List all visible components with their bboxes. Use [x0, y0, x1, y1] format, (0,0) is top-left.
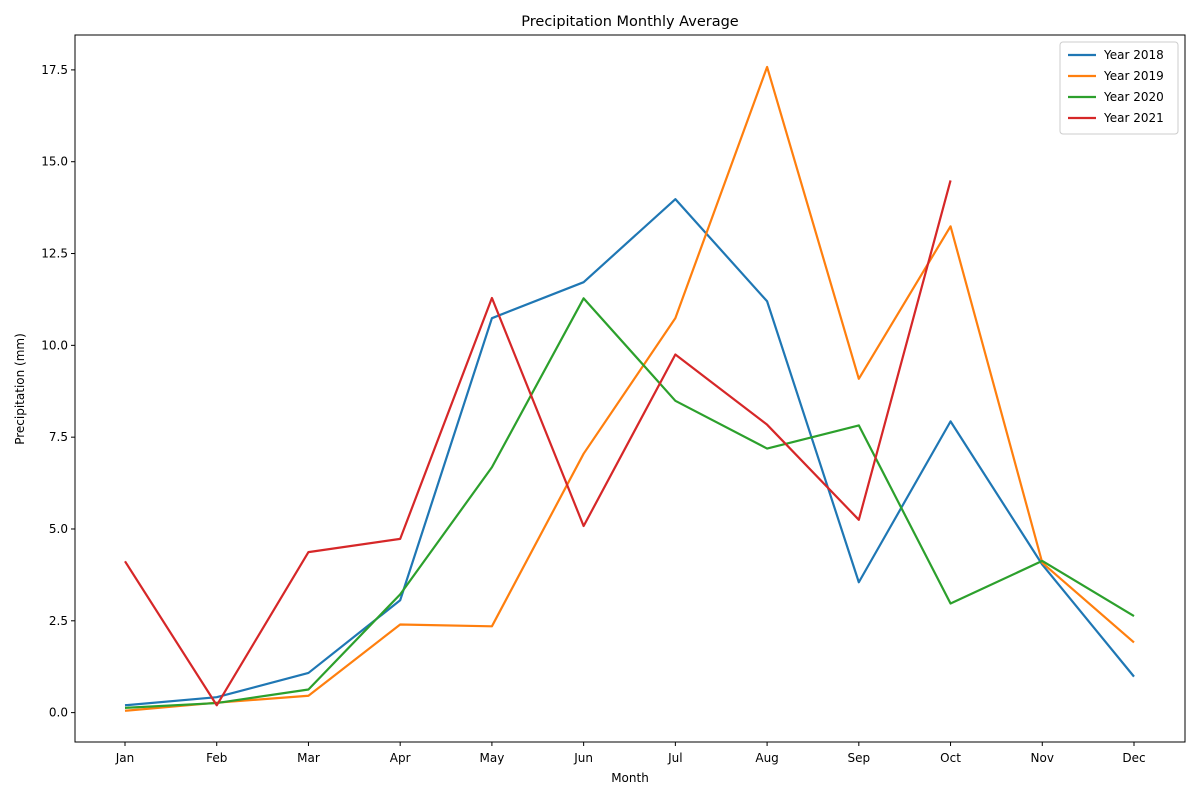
legend-box	[1059, 41, 1179, 135]
x-tick-label: Jun	[573, 751, 593, 765]
x-tick-label: Sep	[848, 751, 871, 765]
legend: Year 2018 Year 2019 Year 2020 Year 2021	[1059, 41, 1179, 135]
x-tick-label: Jul	[667, 751, 682, 765]
x-tick-label: Oct	[940, 751, 961, 765]
y-tick-label: 10.0	[41, 338, 68, 352]
x-axis-label: Month	[611, 771, 649, 785]
legend-label-year-2019: Year 2019	[1103, 69, 1164, 83]
series-group	[124, 65, 1135, 712]
x-axis: Jan Feb Mar Apr May Jun Jul Aug Sep Oct Nov Dec	[115, 742, 1146, 765]
legend-label-year-2020: Year 2020	[1103, 90, 1164, 104]
x-tick-label: Aug	[755, 751, 778, 765]
x-tick-label: May	[480, 751, 505, 765]
legend-label-year-2018: Year 2018	[1103, 48, 1164, 62]
y-tick-label: 15.0	[41, 155, 68, 169]
x-tick-label: Jan	[115, 751, 135, 765]
series-line-year-2020	[124, 297, 1135, 709]
series-line-year-2018	[124, 198, 1135, 707]
y-tick-label: 2.5	[49, 614, 68, 628]
series-line-year-2019	[124, 65, 1135, 712]
y-tick-label: 0.0	[49, 706, 68, 720]
y-tick-label: 5.0	[49, 522, 68, 536]
y-axis-label: Precipitation (mm)	[13, 333, 27, 445]
x-tick-label: Apr	[390, 751, 411, 765]
y-tick-label: 17.5	[41, 63, 68, 77]
chart-title: Precipitation Monthly Average	[521, 14, 739, 30]
x-tick-label: Nov	[1031, 751, 1054, 765]
plot-frame	[74, 34, 1186, 743]
x-tick-label: Feb	[206, 751, 227, 765]
x-tick-label: Dec	[1122, 751, 1145, 765]
legend-label-year-2021: Year 2021	[1103, 111, 1164, 125]
series-line-year-2021	[124, 180, 952, 707]
y-axis: 0.0 2.5 5.0 7.5 10.0 12.5 15.0 17.5	[41, 63, 75, 720]
y-tick-label: 7.5	[49, 430, 68, 444]
y-tick-label: 12.5	[41, 247, 68, 261]
x-tick-label: Mar	[297, 751, 320, 765]
